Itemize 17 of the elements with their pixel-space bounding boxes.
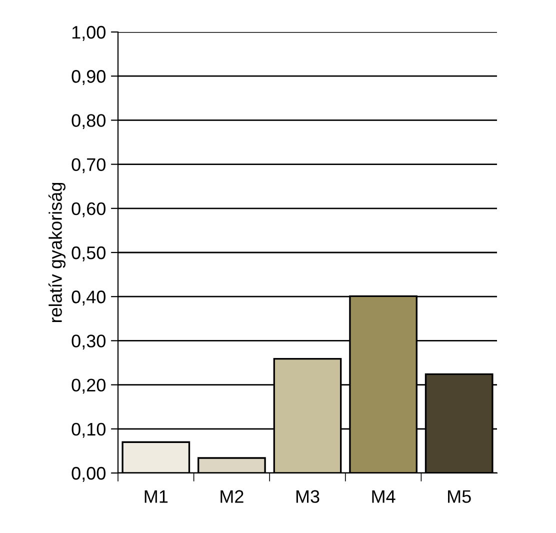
x-tick-label: M4 [372, 490, 396, 503]
y-tick-label: 0,20 [72, 378, 106, 394]
y-tick-label: 0,10 [72, 422, 106, 438]
x-tick-label: M2 [220, 490, 244, 503]
y-axis-title: relatív gyakoriság [48, 182, 66, 322]
y-tick-label: 0,00 [72, 466, 106, 482]
y-tick-label: 0,80 [72, 114, 106, 130]
y-tick-label: 1,00 [72, 26, 106, 41]
y-tick-label: 0,60 [72, 202, 106, 218]
x-tick-label: M3 [296, 490, 320, 503]
y-tick-label: 0,50 [72, 246, 106, 262]
y-tick-label: 0,70 [72, 158, 106, 174]
x-tick-label: M5 [448, 490, 471, 503]
x-tick-label: M1 [144, 490, 168, 503]
y-tick-label: 0,40 [72, 290, 106, 306]
y-tick-label: 0,90 [72, 70, 106, 85]
y-tick-label: 0,30 [72, 334, 106, 350]
